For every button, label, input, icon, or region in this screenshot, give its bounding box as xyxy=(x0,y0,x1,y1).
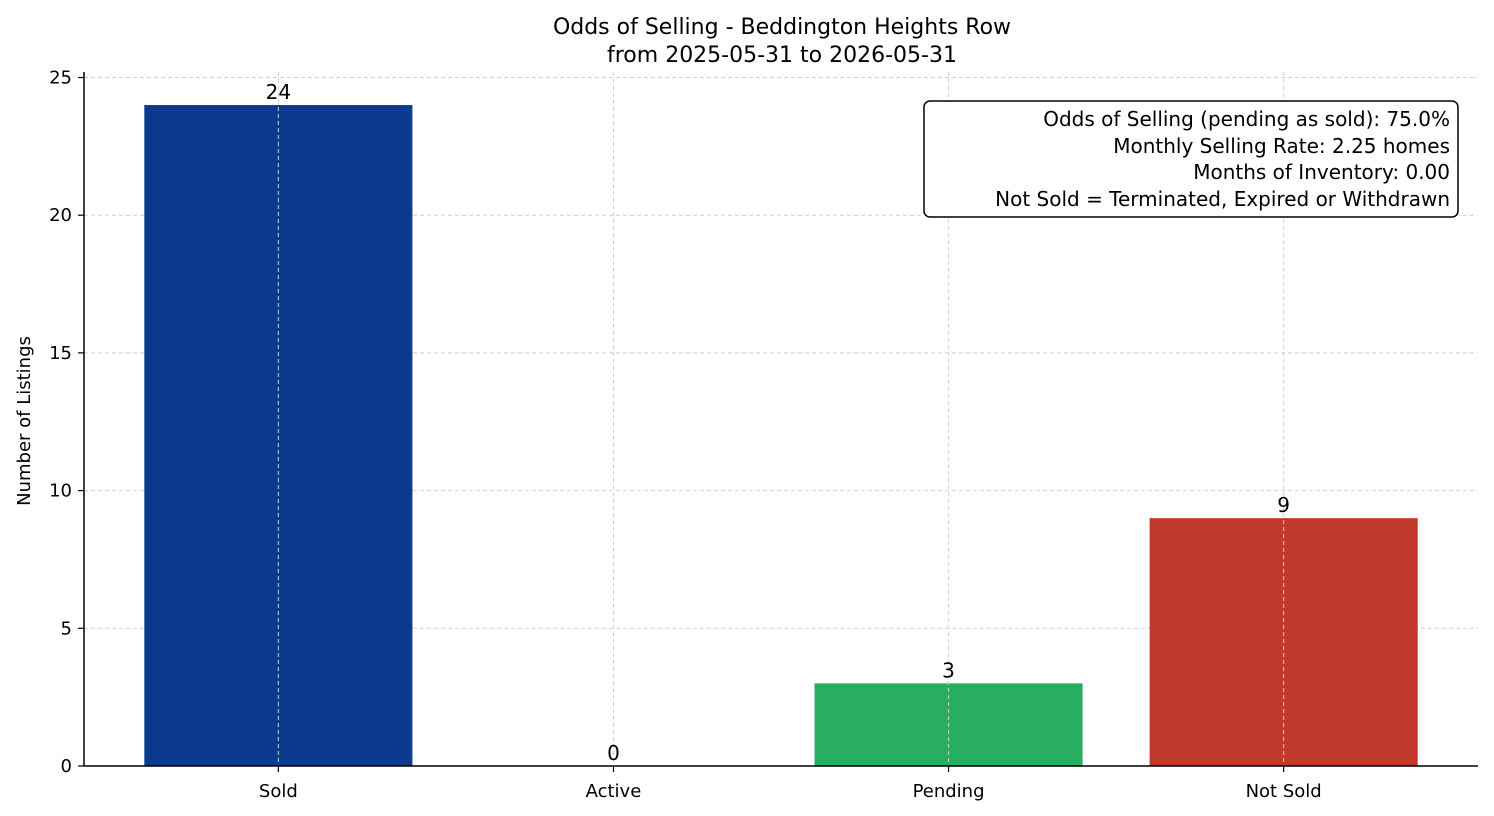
y-tick-labels: 0 5 10 15 20 25 xyxy=(49,68,84,777)
y-tick-label: 10 xyxy=(49,481,72,502)
bar-value-label: 24 xyxy=(266,80,291,104)
data-labels: 24 0 3 9 xyxy=(266,80,1290,765)
y-tick-label: 0 xyxy=(61,756,72,777)
bar-value-label: 0 xyxy=(607,741,620,765)
y-axis-label: Number of Listings xyxy=(14,336,35,506)
bar-value-label: 3 xyxy=(942,658,955,682)
bar-value-label: 9 xyxy=(1277,493,1290,517)
x-tick-label: Active xyxy=(586,781,642,802)
info-definition-line: Not Sold = Terminated, Expired or Withdr… xyxy=(995,187,1450,211)
info-inventory-line: Months of Inventory: 0.00 xyxy=(1193,160,1450,184)
info-box-frame xyxy=(923,100,1459,218)
bar xyxy=(144,105,413,767)
chart-subtitle: from 2025-05-31 to 2026-05-31 xyxy=(607,43,957,68)
x-tick-labels: Sold Active Pending Not Sold xyxy=(259,766,1322,802)
x-tick-label: Not Sold xyxy=(1246,781,1322,802)
y-tick-label: 15 xyxy=(49,343,72,364)
info-odds-line: Odds of Selling (pending as sold): 75.0% xyxy=(1043,107,1450,131)
y-tick-label: 5 xyxy=(61,618,72,639)
x-tick-label: Pending xyxy=(913,781,985,802)
x-tick-label: Sold xyxy=(259,781,298,802)
info-rate-line: Monthly Selling Rate: 2.25 homes xyxy=(1113,134,1450,158)
y-tick-label: 25 xyxy=(49,68,72,89)
axes xyxy=(83,72,1478,767)
info-box: Odds of Selling (pending as sold): 75.0%… xyxy=(923,100,1459,218)
y-tick-label: 20 xyxy=(49,205,72,226)
chart-title: Odds of Selling - Beddington Heights Row xyxy=(553,15,1011,40)
